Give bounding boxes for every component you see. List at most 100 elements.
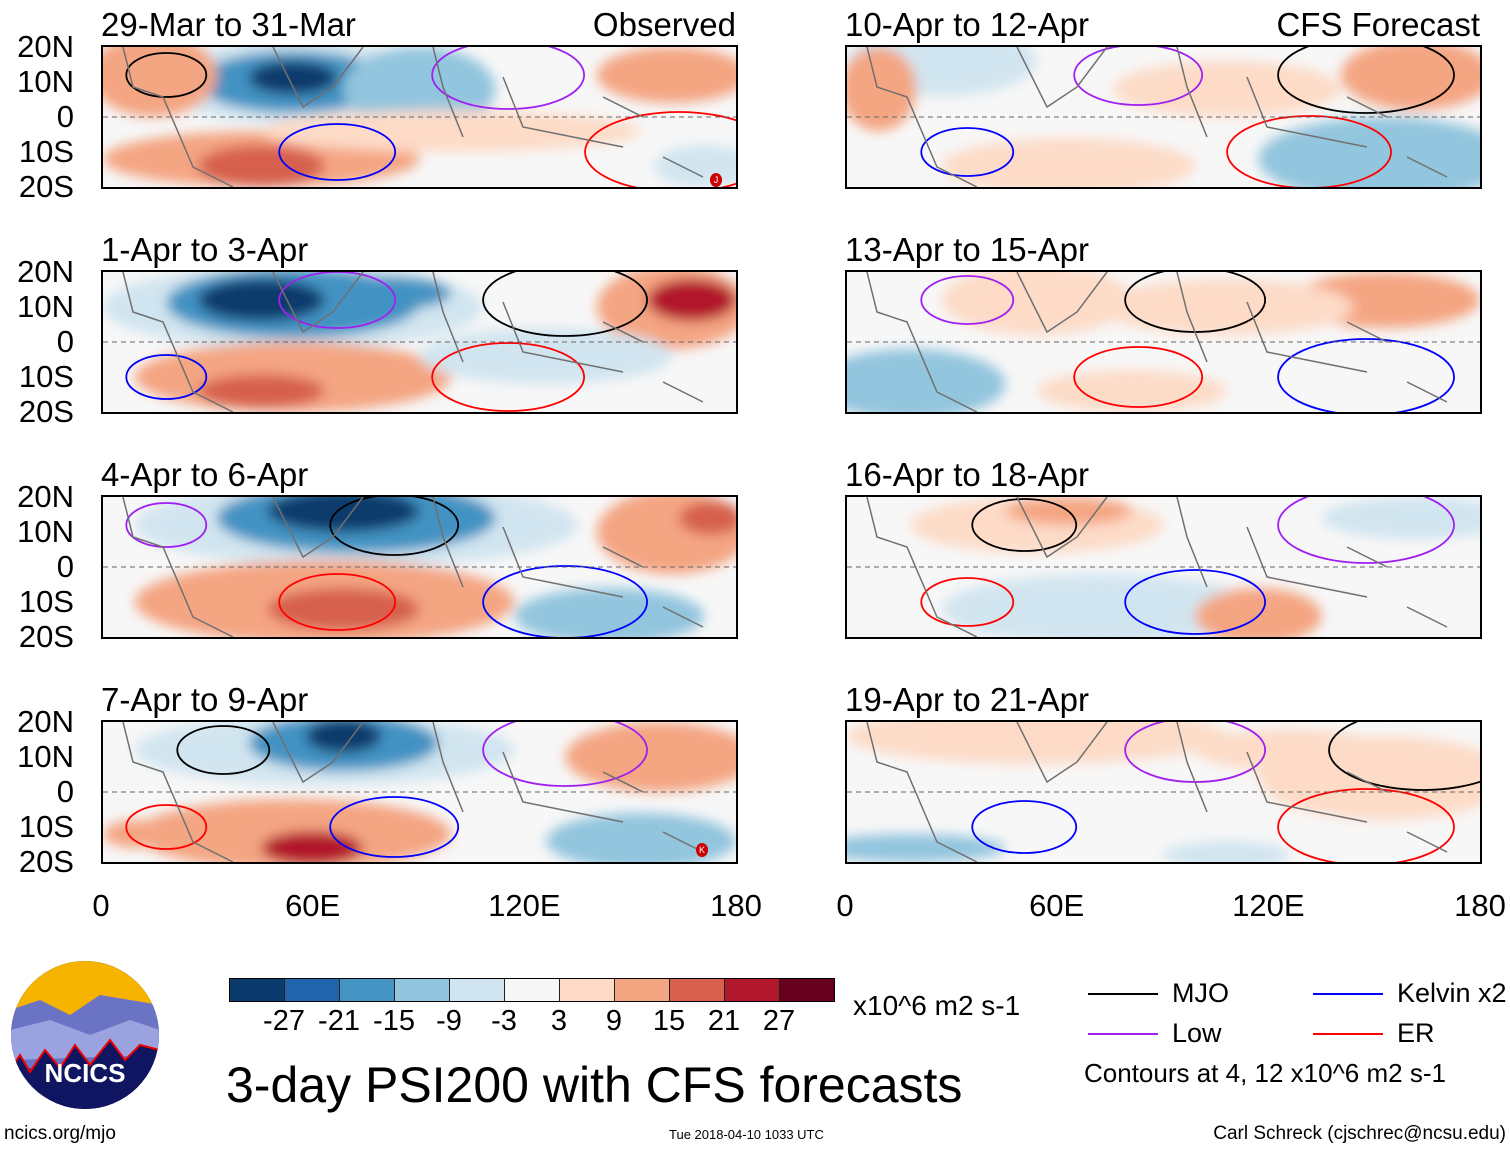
anomaly-shading [248,61,338,95]
column-header: Observed [592,6,736,43]
lon-tick-label: 0 [92,888,110,923]
anomaly-shading [261,110,642,152]
lat-tick-label: 20N [17,29,74,64]
colorbar-swatch [670,979,725,1001]
lat-tick-label: 10S [18,809,74,844]
lat-tick-label: 20S [18,169,74,204]
contour-low [920,275,1015,325]
panel-title: 13-Apr to 15-Apr [845,231,1089,268]
anomaly-shading [1195,729,1386,771]
anomaly-shading [647,279,736,321]
lat-tick-label: 0 [56,99,74,134]
anomaly-shading [324,276,452,310]
anomaly-shading [847,834,1006,862]
legend-line [1088,993,1158,995]
contour-mjo [329,497,460,556]
ncics-logo: NCICS [11,961,159,1109]
anomaly-shading [847,349,1006,412]
coastlines [122,272,704,412]
lat-tick-label: 10N [17,64,74,99]
legend-label: MJO [1172,978,1229,1008]
figure-title: 3-day PSI200 with CFS forecasts [226,1057,963,1113]
lat-tick-label: 20N [17,479,74,514]
colorbar-label: -9 [436,1005,462,1037]
anomaly-shading [305,722,382,753]
contour-low [1277,497,1455,564]
anomaly-shading [197,145,325,187]
panel-title: 10-Apr to 12-Apr [845,6,1089,43]
contour-kelvin [920,127,1015,177]
lat-tick-label: 20N [17,254,74,289]
contour-er [1073,346,1204,408]
contour-kelvin [125,354,208,400]
storm-marker: K [696,843,708,857]
lat-tick-label: 0 [56,324,74,359]
colorbar-label: -21 [318,1005,360,1037]
contour-er [1226,115,1392,187]
lat-tick-label: 0 [56,549,74,584]
contour-mjo [482,272,648,337]
panel-title: 19-Apr to 21-Apr [845,681,1089,718]
lat-tick-label: 20N [17,704,74,739]
anomaly-shading [197,279,325,321]
contour-mjo [971,498,1078,552]
lat-tick-label: 20S [18,394,74,429]
panel-title: 16-Apr to 18-Apr [845,456,1089,493]
lat-tick-label: 10N [17,514,74,549]
lat-tick-label: 20S [18,844,74,879]
contour-mjo [1328,722,1480,791]
credit: Carl Schreck (cjschrec@ncsu.edu) [1213,1123,1506,1144]
anomaly-shading [1036,370,1227,412]
contour-kelvin [971,800,1078,854]
panel-title: 29-Mar to 31-Mar [101,6,356,43]
colorbar [229,978,835,1002]
colorbar-swatch [230,979,285,1001]
storm-marker: J [710,173,722,187]
coastlines [866,497,1448,637]
legend-line [1313,1033,1383,1035]
colorbar-label: 3 [550,1005,568,1037]
colorbar-label: -15 [373,1005,415,1037]
contour-kelvin [1124,569,1267,635]
contour-low [125,502,208,548]
contour-low [278,272,397,329]
lat-tick-label: 10N [17,739,74,774]
colorbar-label: -27 [263,1005,305,1037]
legend-line [1313,993,1383,995]
colorbar-label: 21 [707,1005,741,1037]
anomaly-shading [343,47,496,131]
anomaly-shading [134,799,452,862]
map-panel [101,45,738,189]
contour-low [482,722,648,787]
contour-er [431,342,586,412]
anomaly-shading [653,145,736,187]
contour-er [1277,788,1455,862]
legend-label: Kelvin x2 [1397,978,1507,1008]
anomaly-shading [1100,279,1354,335]
logo-text: NCICS [45,1058,126,1088]
anomaly-shading [1258,117,1480,187]
colorbar-swatch [285,979,340,1001]
colorbar-swatch [615,979,670,1001]
anomaly-shading [941,574,1259,637]
lat-tick-label: 0 [56,774,74,809]
contour-mjo [176,725,271,775]
anomaly-shading [1163,841,1291,862]
colorbar-label: 15 [652,1005,686,1037]
map-panel [101,495,738,639]
coastlines [122,47,704,187]
contour-kelvin [278,123,397,181]
anomaly-shading [103,820,167,848]
contour-kelvin [1277,338,1455,412]
units-label: x10^6 m2 s-1 [853,990,1021,1021]
anomaly-shading [941,138,1196,187]
colorbar-swatch [780,979,834,1001]
anomaly-shading [261,831,363,862]
timestamp: Tue 2018-04-10 1033 UTC [669,1127,824,1142]
anomaly-shading [267,588,420,630]
anomaly-shading [847,722,1227,764]
legend-label: Low [1172,1018,1222,1048]
lon-tick-label: 180 [1454,888,1506,923]
colorbar-label: -3 [491,1005,517,1037]
